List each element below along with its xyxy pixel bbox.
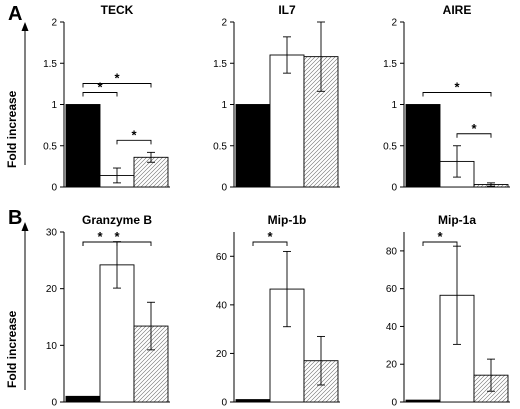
significance-star: * bbox=[454, 80, 460, 95]
bar bbox=[65, 104, 101, 188]
y-tick-label: 40 bbox=[216, 300, 228, 311]
y-tick-label: 0 bbox=[51, 183, 57, 194]
ylabel-row-b: Fold increase bbox=[5, 222, 29, 390]
chart-title: Mip-1a bbox=[438, 213, 476, 227]
bar bbox=[405, 104, 441, 188]
chart-title: Mip-1b bbox=[268, 213, 307, 227]
significance-star: * bbox=[437, 229, 443, 244]
significance-bracket bbox=[456, 133, 492, 138]
panel-label-a: A bbox=[8, 3, 22, 25]
y-tick-label: 1 bbox=[221, 100, 227, 111]
significance-bracket bbox=[82, 83, 152, 88]
chart-title: TECK bbox=[101, 3, 134, 17]
significance-star: * bbox=[97, 80, 103, 95]
chart-5: Mip-1a 0 20 40 60 80 * bbox=[386, 213, 510, 409]
y-tick-label: 1.5 bbox=[43, 59, 57, 70]
ylabel-row-a: Fold increase bbox=[5, 22, 29, 168]
y-tick-label: 0 bbox=[391, 183, 397, 194]
y-tick-label: 20 bbox=[46, 284, 58, 295]
significance-star: * bbox=[97, 229, 103, 244]
y-tick-label: 60 bbox=[386, 284, 398, 295]
y-tick-label: 20 bbox=[216, 349, 228, 360]
significance-bracket bbox=[422, 241, 458, 246]
y-tick-label: 0.5 bbox=[213, 141, 227, 152]
significance-star: * bbox=[471, 121, 477, 136]
significance-star: * bbox=[131, 127, 137, 142]
y-tick-label: 0 bbox=[51, 398, 57, 409]
chart-title: Granzyme B bbox=[82, 213, 152, 227]
chart-2: AIRE 0 0.5 1 1.5 2 * * bbox=[383, 3, 510, 194]
significance-bracket bbox=[116, 139, 152, 145]
significance-star: * bbox=[114, 229, 120, 244]
y-tick-label: 1.5 bbox=[383, 59, 397, 70]
bar bbox=[235, 399, 271, 403]
chart-1: IL7 0 0.5 1 1.5 2 bbox=[213, 3, 340, 194]
y-tick-label: 0.5 bbox=[43, 141, 57, 152]
y-axis-label-row-a: Fold increase bbox=[5, 90, 19, 168]
y-tick-label: 1.5 bbox=[213, 59, 227, 70]
y-tick-label: 40 bbox=[386, 322, 398, 333]
chart-title: AIRE bbox=[443, 3, 472, 17]
chart-3: Granzyme B 0 10 20 30 * * bbox=[46, 213, 170, 409]
bar bbox=[269, 54, 305, 188]
y-tick-label: 0 bbox=[391, 398, 397, 409]
significance-star: * bbox=[114, 71, 120, 86]
y-axis-label-row-b: Fold increase bbox=[5, 310, 19, 388]
y-tick-label: 1 bbox=[391, 100, 397, 111]
bar bbox=[405, 399, 441, 403]
y-tick-label: 80 bbox=[386, 246, 398, 257]
y-tick-label: 0 bbox=[221, 183, 227, 194]
y-tick-label: 2 bbox=[221, 18, 227, 29]
chart-title: IL7 bbox=[278, 3, 296, 17]
significance-bracket bbox=[252, 241, 288, 246]
y-tick-label: 60 bbox=[216, 252, 228, 263]
y-tick-label: 30 bbox=[46, 228, 58, 239]
chart-4: Mip-1b 0 20 40 60 * bbox=[216, 213, 340, 409]
significance-bracket bbox=[422, 92, 492, 97]
y-tick-label: 0.5 bbox=[383, 141, 397, 152]
panel-label-b: B bbox=[8, 207, 22, 229]
bar bbox=[235, 104, 271, 188]
bar bbox=[65, 395, 101, 403]
y-tick-label: 1 bbox=[51, 100, 57, 111]
significance-bracket bbox=[82, 92, 118, 97]
y-tick-label: 2 bbox=[51, 18, 57, 29]
y-tick-label: 0 bbox=[221, 398, 227, 409]
charts: TECK 0 0.5 1 1.5 2 * * * IL7 0 0.5 1 1.5 2 AIRE 0 0.5 1 1.5… bbox=[43, 3, 510, 409]
y-tick-label: 10 bbox=[46, 341, 58, 352]
chart-0: TECK 0 0.5 1 1.5 2 * * * bbox=[43, 3, 170, 194]
y-tick-label: 20 bbox=[386, 360, 398, 371]
significance-star: * bbox=[267, 229, 273, 244]
y-tick-label: 2 bbox=[391, 18, 397, 29]
significance-bracket bbox=[82, 241, 152, 246]
